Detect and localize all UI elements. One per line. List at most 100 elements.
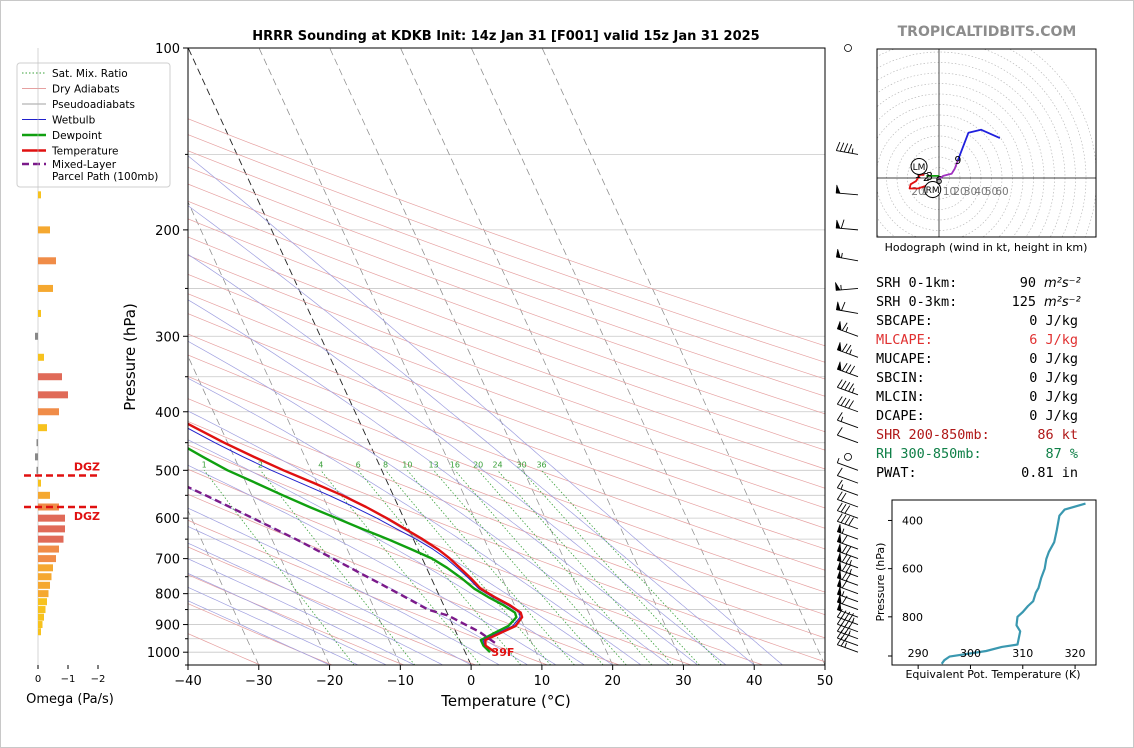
index-row: RH 300-850mb: 87 % [876, 446, 1078, 462]
wind-barb-flag [836, 623, 843, 632]
index-value: 0 J/kg [1029, 351, 1078, 367]
wind-barb-staff [837, 475, 859, 484]
wind-barb-staff [836, 150, 859, 155]
pseudoadiabat-line [188, 253, 727, 665]
wind-barb [836, 491, 859, 508]
omega-bar [35, 332, 38, 340]
wind-barb-flag [836, 491, 843, 500]
hodograph-caption: Hodograph (wind in kt, height in km) [885, 241, 1088, 254]
hodograph-trace [957, 128, 1001, 161]
index-label: MLCAPE: [876, 332, 933, 348]
index-row: SRH 0-1km: 90 m²s⁻² [876, 275, 1081, 291]
wind-barb-flag [835, 141, 841, 151]
legend-entry-line: Dewpoint [52, 130, 102, 142]
x-tick-label: 50 [817, 674, 834, 689]
dgz-label: DGZ [74, 461, 100, 474]
dry-adiabat-line [188, 444, 763, 665]
brand-label: TROPICALTIDBITS.COM [898, 24, 1077, 40]
pseudoadiabat-line [188, 155, 783, 665]
mixing-ratio-label: 4 [318, 460, 323, 469]
legend-box [16, 62, 171, 188]
omega-bar [38, 525, 65, 533]
index-label: SHR 200-850mb: [876, 427, 990, 443]
wind-barb-pennant [836, 602, 842, 612]
y-axis-label: Pressure (hPa) [121, 303, 139, 411]
wind-barb [836, 342, 859, 358]
index-value: 86 kt [1037, 427, 1078, 443]
dry-adiabat-line [188, 354, 825, 593]
wind-barb-flag [844, 398, 851, 408]
omega-tick-label: 0 [35, 674, 41, 685]
indices-table: SRH 0-1km: 90 m²s⁻² SRH 0-3km: 125 m²s⁻² SBCAP… [876, 275, 1081, 481]
isotherm-line [188, 201, 401, 665]
omega-bar [38, 535, 64, 543]
index-label: PWAT: [876, 465, 917, 481]
wind-barb-flag [836, 636, 843, 645]
omega-bar [38, 514, 65, 522]
wind-barb-flag [845, 564, 852, 573]
wind-barb-flag [840, 219, 845, 229]
index-label: MUCAPE: [876, 351, 933, 367]
legend-entry-label: Sat. Mix. Ratio [52, 68, 128, 80]
wind-barb [836, 412, 859, 429]
omega-bar [38, 353, 44, 361]
wind-barb-pennant [836, 552, 842, 563]
wind-barb-flag [836, 479, 843, 489]
dry-adiabat-line [188, 493, 620, 665]
wind-barb-pennant [836, 586, 842, 597]
skewt-plot-frame [187, 47, 826, 666]
wind-barb-flag [841, 301, 846, 311]
x-tick-label: 40 [746, 674, 763, 689]
wind-barb-staff [837, 644, 859, 653]
y-tick-label: 700 [155, 553, 180, 568]
wind-barb-pennant [836, 524, 842, 534]
wind-barb-half-flag [844, 642, 847, 648]
mixing-ratio-line [477, 470, 653, 665]
wind-barb-half-flag [841, 252, 843, 258]
mixing-ratio-label: 6 [356, 460, 361, 469]
wind-barb-flag [836, 379, 843, 388]
wind-barb-pennant [835, 184, 841, 194]
dry-adiabat-line [188, 603, 333, 665]
hodograph-ring-label: 60 [995, 186, 1008, 198]
legend-entry-line: Mixed-Layer [52, 159, 117, 171]
parcel-path-line [188, 485, 496, 644]
wind-barb-pennant [836, 570, 842, 580]
omega-bar [38, 564, 53, 572]
omega-tick-label: −2 [91, 674, 106, 685]
wind-barb-flag [836, 513, 843, 522]
theta-e-x-tick-label: 300 [960, 647, 981, 660]
dry-adiabat-line [188, 293, 825, 529]
y-tick-label: 300 [155, 330, 180, 345]
dry-adiabat-line [188, 255, 825, 489]
omega-bar [36, 439, 38, 447]
theta-e-y-label: Pressure (hPa) [874, 543, 887, 622]
wind-barb [836, 552, 859, 569]
index-value: 0 J/kg [1029, 389, 1078, 405]
isotherm-line [188, 48, 472, 665]
wind-barb-flag [841, 571, 848, 580]
wind-barb-staff [837, 623, 859, 633]
wind-barb-flag [836, 396, 843, 405]
hodograph-height-label: 2 [923, 171, 930, 184]
wind-barb [836, 570, 859, 586]
wind-barb-half-flag [845, 327, 849, 333]
wind-barb-pennant [835, 301, 841, 311]
wind-barb [836, 467, 859, 484]
y-tick-label: 400 [155, 406, 180, 421]
index-value: 90 [1020, 275, 1036, 291]
wind-barb-flag [844, 382, 851, 391]
wind-barb-flag [840, 514, 847, 523]
mixing-ratio-label: 30 [517, 460, 527, 469]
omega-bar [38, 581, 50, 589]
omega-bar [38, 613, 44, 621]
dry-adiabat-line [188, 574, 405, 665]
dry-adiabat-line [188, 421, 825, 663]
pseudoadiabat-line [188, 600, 330, 665]
pseudoadiabat-line [188, 377, 642, 665]
wind-barb-staff [837, 403, 859, 413]
isotherm-line [329, 48, 614, 665]
omega-bar [38, 373, 62, 381]
hodograph-height-label: 3 [926, 170, 933, 183]
